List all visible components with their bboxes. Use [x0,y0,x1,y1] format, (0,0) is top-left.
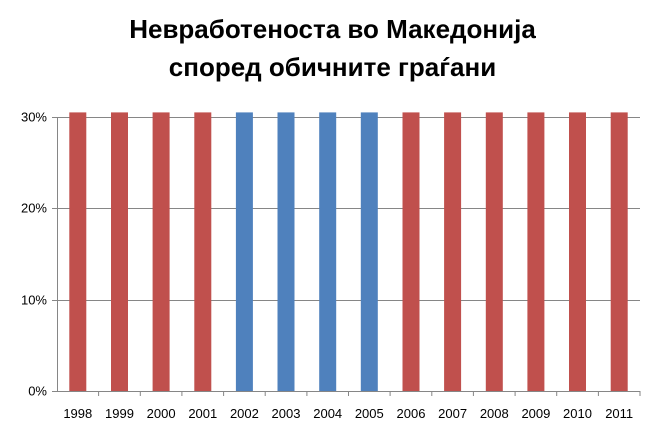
x-tick-label: 2009 [521,406,550,421]
y-tick-label: 10% [21,293,47,308]
x-tick-label: 2001 [188,406,217,421]
bar [444,112,462,392]
bar [360,112,378,392]
x-tick-label: 2011 [605,406,633,421]
x-tick-label: 1998 [63,406,92,421]
chart-title: Невработеноста во Македонија според обич… [0,10,665,86]
bar [277,112,295,392]
x-tick-label: 2008 [480,406,509,421]
chart-title-line-2: според обичните граѓани [168,52,497,82]
bar [569,112,586,392]
x-tick-label: 2000 [147,406,176,421]
bar [527,112,545,392]
x-tick-label: 2007 [438,406,467,421]
y-tick-label: 0% [28,384,47,399]
chart-title-line-1: Невработеноста во Македонија [129,14,536,44]
bar [610,112,628,392]
x-tick-label: 2010 [563,406,592,421]
x-tick-label: 2006 [397,406,426,421]
bar [111,112,128,392]
x-tick-label: 2004 [313,406,342,421]
x-tick-label: 1999 [105,406,134,421]
bar [319,112,337,392]
bar [485,112,503,392]
y-tick-label: 20% [21,201,47,216]
y-tick-label: 30% [21,110,47,125]
bar [152,112,170,392]
bar [194,112,212,392]
x-tick-label: 2003 [272,406,301,421]
x-tick-label: 2005 [355,406,384,421]
bar [69,112,87,392]
bar [235,112,253,392]
x-tick-label: 2002 [230,406,259,421]
bar [402,112,420,392]
